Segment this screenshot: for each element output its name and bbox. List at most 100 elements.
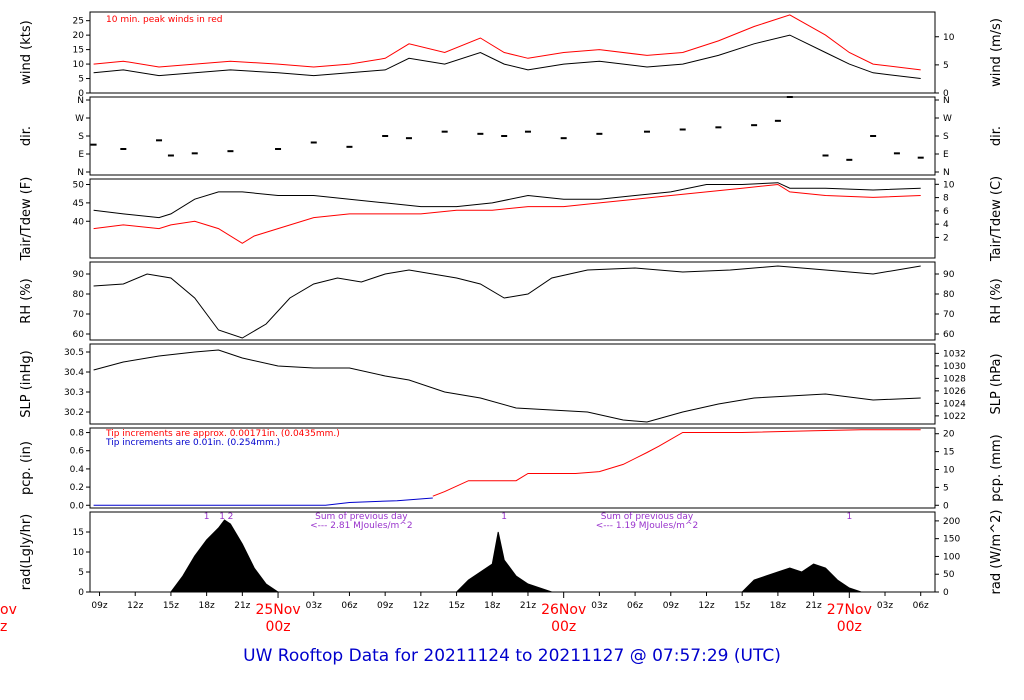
dir-point	[120, 148, 127, 150]
y-tick-label-left: 60	[73, 330, 85, 340]
rad-annotation: Sum of previous day	[601, 512, 694, 522]
panel-temp: 40 45 50 2 4 6 8 10 Tair/Tdew (F) Tair/Tdew (C)	[19, 176, 1004, 262]
pcp-annotation-blue: Tip increments are 0.01in. (0.254mm.)	[105, 438, 280, 448]
x-edge-date-label: ov	[0, 602, 17, 618]
y-axis-label-right: rad (W/m^2)	[989, 510, 1004, 595]
y-tick-label-left: 80	[73, 290, 85, 300]
pcp-series-0	[93, 497, 433, 506]
x-tick-label: 06z	[627, 601, 643, 611]
panel-rh: 60 70 80 90 60 70 80 90 RH (%) RH (%)	[19, 261, 1004, 341]
dir-point	[382, 135, 389, 137]
y-axis-label-left: SLP (inHg)	[19, 350, 34, 418]
y-tick-label-right: 70	[943, 310, 955, 320]
dir-point	[405, 137, 412, 140]
y-axis-label-right: SLP (hPa)	[989, 353, 1004, 414]
wind-annotation: 10 min. peak winds in red	[106, 15, 223, 25]
y-tick-label-left: 40	[73, 217, 85, 227]
dir-point	[596, 132, 603, 135]
dir-point	[310, 141, 317, 144]
dir-point	[893, 152, 900, 155]
dir-point	[90, 143, 97, 146]
y-tick-label-left: 90	[73, 270, 85, 280]
x-tick-label: 21z	[806, 601, 822, 611]
slp-series-0	[93, 349, 921, 423]
y-tick-label-left: 0.2	[70, 483, 84, 493]
y-tick-label-left: 20	[73, 31, 85, 41]
y-tick-label-left: N	[77, 168, 84, 178]
dir-point	[156, 139, 163, 142]
y-tick-label-left: 0	[78, 89, 84, 99]
rad-annotation: 1	[219, 512, 225, 522]
x-tick-label: 12z	[413, 601, 429, 611]
rad-annotation: Sum of previous day	[315, 512, 408, 522]
rad-annotation: 1	[204, 512, 210, 522]
y-tick-label-left: 10	[73, 60, 85, 70]
y-tick-label-left: 50	[73, 181, 85, 191]
x-tick-label: 03z	[306, 601, 322, 611]
y-tick-label-left: 70	[73, 310, 85, 320]
y-tick-label-left: W	[75, 114, 84, 124]
rad-area-series	[169, 519, 862, 593]
y-tick-label-right: E	[943, 150, 949, 160]
y-axis-label-right: Tair/Tdew (C)	[989, 176, 1004, 262]
y-axis-label-left: wind (kts)	[19, 20, 34, 84]
x-tick-label: 09z	[377, 601, 393, 611]
y-tick-label-right: S	[943, 132, 949, 142]
dir-point	[643, 130, 650, 133]
dir-point	[870, 135, 877, 137]
rad-annotation: 2	[228, 512, 234, 522]
y-tick-label-right: 10	[943, 466, 955, 476]
x-tick-label: 12z	[127, 601, 143, 611]
x-tick-label: 09z	[663, 601, 679, 611]
panel-frame	[89, 178, 936, 259]
y-tick-label-right: W	[943, 114, 952, 124]
x-day-time-label: 00z	[265, 619, 290, 635]
x-tick-label: 18z	[484, 601, 500, 611]
dir-point	[679, 128, 686, 131]
rad-annotation: 1	[501, 512, 507, 522]
y-tick-label-right: 60	[943, 330, 955, 340]
dir-point	[560, 137, 567, 140]
dir-point	[822, 154, 829, 157]
x-tick-label: 21z	[520, 601, 536, 611]
y-tick-label-right: 10	[943, 33, 955, 43]
dir-point	[346, 145, 353, 148]
dir-point	[524, 130, 531, 133]
y-axis-label-left: rad(Lgly/hr)	[19, 514, 34, 590]
x-tick-label: 03z	[877, 601, 893, 611]
panel-frame	[89, 427, 936, 509]
wind-series-0	[93, 34, 921, 79]
y-tick-label-left: 0	[78, 588, 84, 598]
page-title: UW Rooftop Data for 20211124 to 20211127…	[243, 646, 781, 666]
y-tick-label-right: N	[943, 96, 950, 106]
x-tick-label: 06z	[341, 601, 357, 611]
rh-series-0	[93, 265, 921, 339]
temp-series-1	[93, 183, 921, 244]
x-tick-label: 06z	[913, 601, 929, 611]
y-tick-label-left: 25	[73, 17, 84, 27]
dir-point	[191, 152, 198, 155]
y-tick-label-right: 1024	[943, 399, 966, 409]
y-tick-label-right: 200	[943, 517, 960, 527]
rad-annotation: <--- 1.19 MJoules/m^2	[596, 521, 698, 531]
y-tick-label-right: 10	[943, 180, 955, 190]
y-tick-label-left: 30.4	[64, 368, 84, 378]
y-axis-label-right: dir.	[989, 126, 1004, 146]
y-tick-label-right: 8	[943, 194, 949, 204]
x-edge-time-label: z	[0, 619, 7, 635]
x-tick-label: 18z	[770, 601, 786, 611]
dir-point	[715, 126, 722, 129]
y-axis-label-right: wind (m/s)	[989, 18, 1004, 87]
dir-point	[501, 135, 508, 137]
y-tick-label-right: 5	[943, 483, 949, 493]
y-tick-label-left: S	[78, 132, 84, 142]
y-tick-label-left: 15	[73, 46, 84, 56]
y-tick-label-left: N	[77, 96, 84, 106]
dir-point	[751, 124, 758, 127]
y-tick-label-right: 0	[943, 501, 949, 511]
panel-wind: 0 5 10 15 20 25 0 5 10 wind (kts) wind (m/s) 10 min…	[19, 11, 1004, 99]
y-tick-label-right: 0	[943, 89, 949, 99]
rad-annotation: <--- 2.81 MJoules/m^2	[310, 521, 412, 531]
